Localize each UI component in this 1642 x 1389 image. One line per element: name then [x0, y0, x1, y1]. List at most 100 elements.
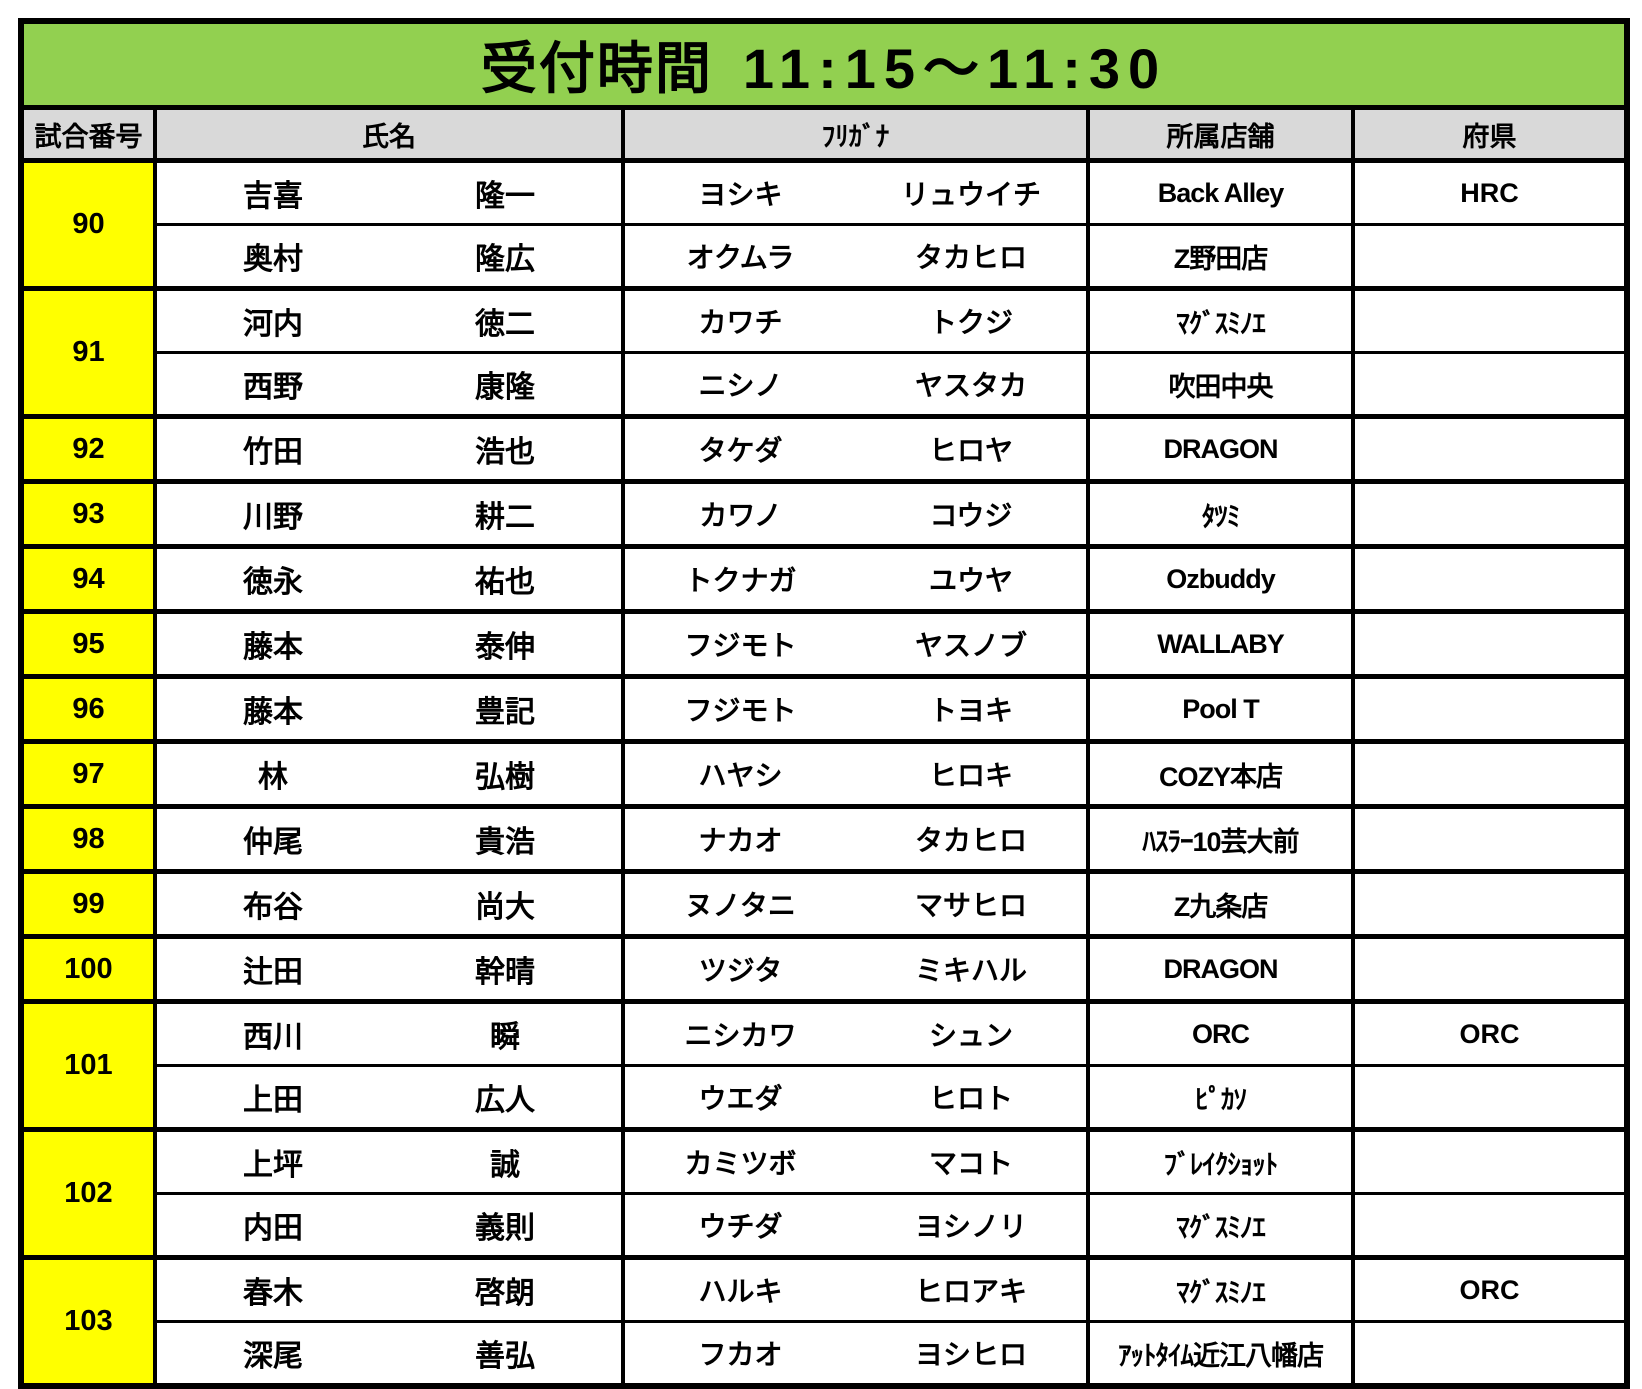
header-furigana: ﾌﾘｶﾞﾅ [621, 106, 1090, 163]
kana-first-cell: シュン [856, 999, 1090, 1067]
roster-row: 100 辻田 幹晴 ツジタ ミキハル DRAGON [19, 934, 1630, 1003]
last-name-cell: 上坪 [153, 1127, 389, 1195]
first-name-cell: 浩也 [389, 414, 625, 483]
match-number-cell: 103 [19, 1255, 157, 1388]
kana-last-cell: フジモト [621, 609, 856, 678]
reception-roster-table: 受付時間 11:15～11:30 試合番号 氏名 ﾌﾘｶﾞﾅ 所属店舗 府県 90… [18, 18, 1631, 1389]
store-cell: Z九条店 [1086, 869, 1355, 938]
prefecture-cell [1350, 479, 1630, 548]
roster-body: 90 吉喜 隆一 ヨシキ リュウイチ Back Alley HRC 奥村 隆広 オクムラ タカヒロ Z… [19, 158, 1630, 1388]
roster-row: 上田 広人 ウエダ ヒロト ﾋﾟｶｿ [21, 1064, 1630, 1131]
first-name-cell: 耕二 [389, 479, 625, 548]
kana-last-cell: カワチ [621, 286, 856, 354]
kana-last-cell: タケダ [621, 414, 856, 483]
prefecture-cell [1350, 414, 1630, 483]
prefecture-cell [1350, 1127, 1630, 1195]
first-name-cell: 隆一 [389, 158, 625, 226]
first-name-cell: 誠 [389, 1127, 625, 1195]
kana-first-cell: ミキハル [856, 934, 1090, 1003]
kana-last-cell: ニシノ [621, 351, 856, 418]
title-bar: 受付時間 11:15～11:30 [18, 19, 1630, 110]
prefecture-cell [1350, 739, 1630, 808]
prefecture-cell [1350, 351, 1630, 418]
match-number-cell: 97 [19, 739, 157, 808]
match-number-cell: 90 [19, 158, 157, 290]
kana-first-cell: ヒロキ [856, 739, 1090, 808]
store-cell: Back Alley [1086, 158, 1355, 226]
kana-first-cell: トヨキ [856, 674, 1090, 743]
roster-row: 99 布谷 尚大 ヌノタニ マサヒロ Z九条店 [19, 869, 1630, 938]
first-name-cell: 豊記 [389, 674, 625, 743]
kana-last-cell: フジモト [621, 674, 856, 743]
first-name-cell: 隆広 [389, 223, 625, 290]
kana-first-cell: ヤスノブ [856, 609, 1090, 678]
kana-last-cell: カミツボ [621, 1127, 856, 1195]
first-name-cell: 啓朗 [389, 1255, 625, 1323]
first-name-cell: 善弘 [389, 1320, 625, 1388]
header-match-number: 試合番号 [19, 106, 157, 163]
roster-row: 92 竹田 浩也 タケダ ヒロヤ DRAGON [19, 414, 1630, 483]
last-name-cell: 辻田 [153, 934, 389, 1003]
store-cell: ORC [1086, 999, 1355, 1067]
match-number-cell: 95 [19, 609, 157, 678]
last-name-cell: 布谷 [153, 869, 389, 938]
match-number-cell: 94 [19, 544, 157, 613]
kana-first-cell: ヨシヒロ [856, 1320, 1090, 1388]
store-cell: DRAGON [1086, 934, 1355, 1003]
kana-first-cell: タカヒロ [856, 223, 1090, 290]
roster-row: 102 上坪誠カミツボ マコト ﾌﾞﾚｲｸｼｮｯﾄ [19, 1127, 1630, 1259]
first-name-cell: 貴浩 [389, 804, 625, 873]
roster-row: 90 吉喜 隆一 ヨシキ リュウイチ Back Alley HRC [19, 158, 1630, 290]
roster-row: 西野 康隆 ニシノ ヤスタカ 吹田中央 [21, 351, 1630, 418]
store-cell: ﾏｸﾞｽﾐﾉｴ [1086, 286, 1355, 354]
roster-row: 内田 義則 ウチダ ヨシノリ ﾏｸﾞｽﾐﾉｴ [21, 1192, 1630, 1259]
last-name-cell: 奥村 [153, 223, 389, 290]
last-name-cell: 川野 [153, 479, 389, 548]
header-name: 氏名 [153, 106, 625, 163]
prefecture-cell [1350, 674, 1630, 743]
first-name-cell: 徳二 [389, 286, 625, 354]
kana-last-cell: ウチダ [621, 1192, 856, 1259]
prefecture-cell [1350, 544, 1630, 613]
kana-last-cell: ヨシキ [621, 158, 856, 226]
store-cell: ｱｯﾄﾀｲﾑ近江八幡店 [1086, 1320, 1355, 1388]
header-store: 所属店舗 [1086, 106, 1355, 163]
match-number-cell: 92 [19, 414, 157, 483]
last-name-cell: 西野 [153, 351, 389, 418]
first-name-cell: 尚大 [389, 869, 625, 938]
store-cell: Pool T [1086, 674, 1355, 743]
last-name-cell: 内田 [153, 1192, 389, 1259]
roster-row: 96 藤本 豊記 フジモト トヨキ Pool T [19, 674, 1630, 743]
column-header-row: 試合番号 氏名 ﾌﾘｶﾞﾅ 所属店舗 府県 [19, 106, 1630, 163]
kana-first-cell: ヒロアキ [856, 1255, 1090, 1323]
first-name-cell: 広人 [389, 1064, 625, 1131]
kana-last-cell: ハヤシ [621, 739, 856, 808]
kana-last-cell: ヌノタニ [621, 869, 856, 938]
roster-row: 103 春木 啓朗 ハルキ ヒロアキ ﾏｸﾞｽﾐﾉｴ ORC [19, 1255, 1630, 1388]
kana-last-cell: ハルキ [621, 1255, 856, 1323]
last-name-cell: 河内 [153, 286, 389, 354]
store-cell: Ozbuddy [1086, 544, 1355, 613]
prefecture-cell [1350, 1320, 1630, 1388]
kana-first-cell: ユウヤ [856, 544, 1090, 613]
kana-first-cell: タカヒロ [856, 804, 1090, 873]
kana-first-cell: ヒロト [856, 1064, 1090, 1131]
prefecture-cell: ORC [1350, 1255, 1630, 1323]
prefecture-cell [1350, 223, 1630, 290]
store-cell: ﾌﾞﾚｲｸｼｮｯﾄ [1086, 1127, 1355, 1195]
prefecture-cell [1350, 609, 1630, 678]
store-cell: ﾊｽﾗｰ10芸大前 [1086, 804, 1355, 873]
store-cell: DRAGON [1086, 414, 1355, 483]
kana-first-cell: コウジ [856, 479, 1090, 548]
first-name-cell: 弘樹 [389, 739, 625, 808]
match-number-cell: 102 [19, 1127, 157, 1259]
roster-row: 94 徳永 祐也 トクナガ ユウヤ Ozbuddy [19, 544, 1630, 613]
prefecture-cell [1350, 934, 1630, 1003]
kana-first-cell: マコト [856, 1127, 1090, 1195]
roster-row: 91 河内 徳二 カワチ トクジ ﾏｸﾞｽﾐﾉｴ [19, 286, 1630, 418]
kana-first-cell: マサヒロ [856, 869, 1090, 938]
kana-first-cell: ヨシノリ [856, 1192, 1090, 1259]
last-name-cell: 春木 [153, 1255, 389, 1323]
kana-first-cell: ヒロヤ [856, 414, 1090, 483]
first-name-cell: 祐也 [389, 544, 625, 613]
